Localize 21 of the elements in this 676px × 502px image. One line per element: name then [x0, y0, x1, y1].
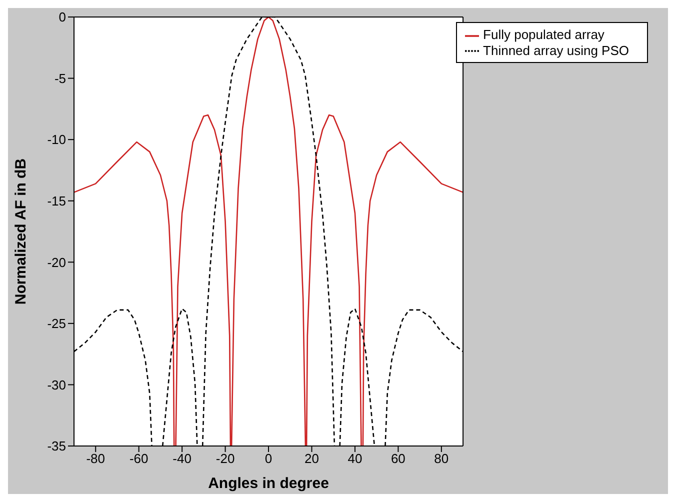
y-tick-label: -5: [54, 70, 66, 86]
x-tick-label: -40: [172, 451, 192, 466]
y-tick-label: -25: [47, 316, 66, 332]
y-tick-label: 0: [58, 10, 66, 25]
x-tick-label: 20: [304, 451, 319, 466]
x-tick-label: 0: [264, 451, 272, 466]
x-tick-label: 40: [348, 451, 362, 466]
x-tick-label: 80: [434, 451, 449, 466]
y-tick-label: -10: [47, 132, 66, 148]
legend-label: Fully populated array: [483, 27, 604, 42]
y-tick-label: -20: [47, 254, 66, 270]
x-tick-label: 60: [390, 451, 406, 466]
x-tick-label: -80: [86, 451, 106, 466]
y-tick-label: -30: [47, 377, 66, 392]
y-axis-title: Normalized AF in dB: [12, 158, 30, 305]
y-tick-label: -15: [47, 193, 66, 208]
y-tick-label: -35: [47, 438, 66, 454]
x-tick-label: -20: [216, 451, 235, 466]
x-axis-title: Angles in degree: [208, 475, 329, 492]
legend-label: Thinned array using PSO: [483, 42, 629, 58]
x-tick-label: -60: [129, 451, 148, 466]
